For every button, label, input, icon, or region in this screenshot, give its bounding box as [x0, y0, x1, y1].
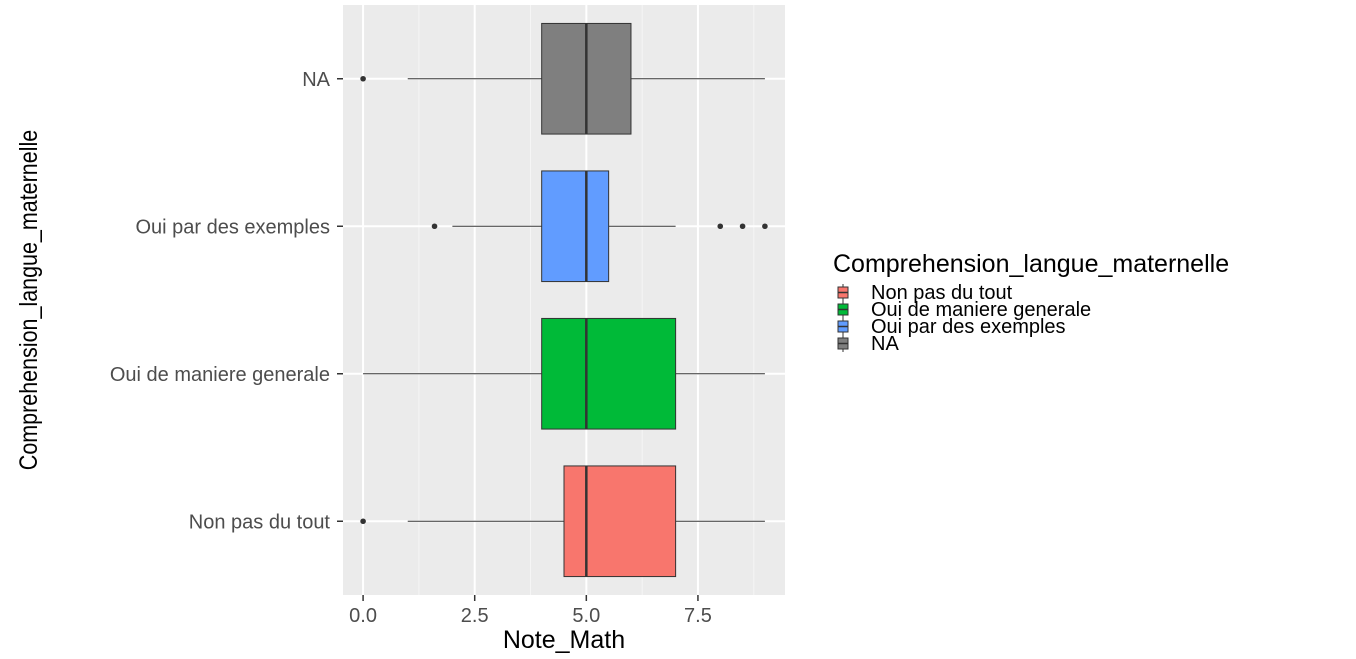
outlier-point — [431, 223, 438, 230]
box-1 — [363, 317, 765, 430]
y-axis-title: Comprehension_langue_maternelle — [14, 130, 42, 470]
y-tick-label: NA — [302, 69, 330, 91]
legend-item: Non pas du tout — [837, 282, 1013, 304]
y-tick-label: Non pas du tout — [189, 511, 331, 533]
outlier-point — [739, 223, 746, 230]
box-2 — [431, 170, 768, 283]
box-3 — [360, 22, 765, 135]
y-tick-label: Oui de maniere generale — [110, 364, 330, 386]
outlier-point — [360, 75, 366, 82]
box-body — [541, 317, 677, 430]
legend-label: Non pas du tout — [871, 282, 1013, 304]
box-body — [541, 170, 610, 283]
legend-label: NA — [871, 333, 899, 355]
box-body — [563, 465, 677, 578]
legend: Comprehension_langue_maternelle Non pas … — [833, 250, 1229, 355]
y-tick-label: Oui par des exemples — [135, 216, 330, 238]
x-tick-label: 0.0 — [349, 605, 377, 627]
x-axis: 0.0 2.5 5.0 7.5 — [349, 595, 712, 627]
legend-item: Oui de maniere generale — [837, 299, 1091, 321]
x-axis-title: Note_Math — [503, 626, 625, 654]
outlier-point — [717, 223, 724, 230]
outlier-point — [762, 223, 768, 230]
boxes — [360, 22, 768, 578]
y-axis: Non pas du tout Oui de maniere generale Ou… — [110, 69, 343, 533]
legend-title: Comprehension_langue_maternelle — [833, 250, 1229, 278]
legend-label: Oui de maniere generale — [871, 299, 1091, 321]
x-tick-label: 7.5 — [684, 605, 712, 627]
outlier-point — [360, 518, 366, 525]
legend-item: NA — [837, 333, 899, 355]
legend-item: Oui par des exemples — [837, 316, 1066, 338]
x-tick-label: 2.5 — [461, 605, 489, 627]
x-tick-label: 5.0 — [572, 605, 600, 627]
legend-label: Oui par des exemples — [871, 316, 1066, 338]
box-0 — [360, 465, 765, 578]
